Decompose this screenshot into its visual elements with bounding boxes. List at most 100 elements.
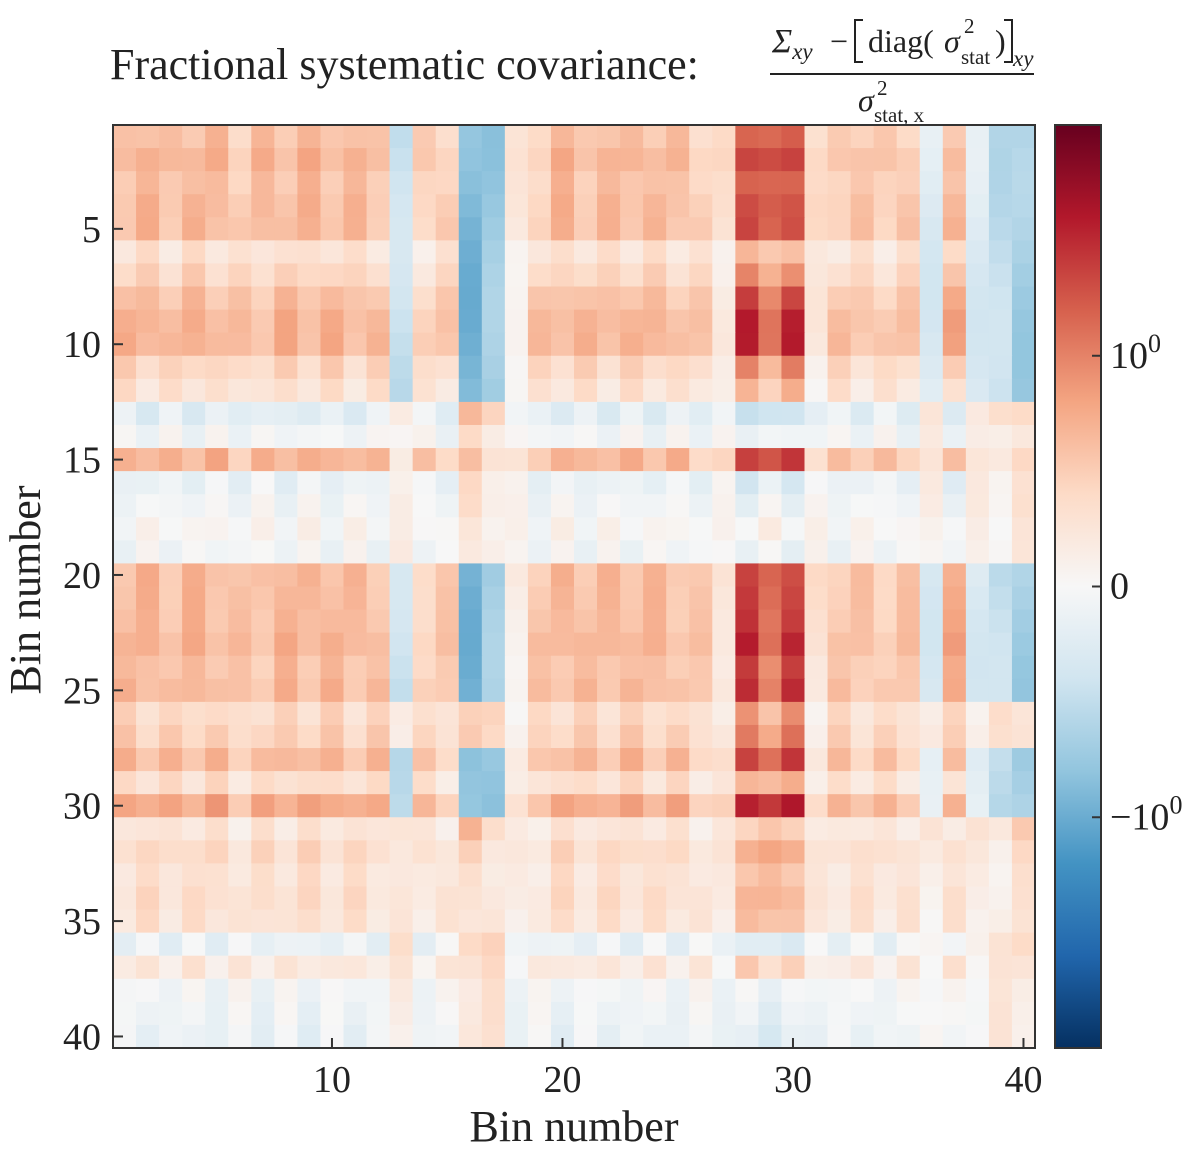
heatmap-cell — [620, 771, 644, 795]
heatmap-cell — [735, 701, 759, 726]
heatmap-cell — [136, 724, 160, 749]
heatmap-cell — [896, 794, 921, 818]
heatmap-cell — [712, 401, 736, 426]
heatmap-cell — [550, 240, 575, 265]
heatmap-cell — [113, 171, 137, 195]
heatmap-cell — [804, 540, 829, 565]
heatmap-cell — [827, 978, 852, 1003]
heatmap-cell — [574, 932, 598, 957]
heatmap-cell — [758, 794, 783, 818]
heatmap-cell — [597, 955, 621, 980]
heatmap-cell — [159, 194, 183, 218]
heatmap-cell — [389, 794, 414, 818]
heatmap-cell — [136, 355, 160, 380]
heatmap-cell — [735, 263, 759, 288]
heatmap-cell — [1011, 886, 1036, 911]
heatmap-cell — [1011, 840, 1036, 864]
heatmap-cell — [228, 771, 252, 795]
heatmap-cell — [781, 263, 806, 288]
heatmap-cell — [297, 748, 322, 772]
heatmap-cell — [896, 286, 921, 311]
heatmap-cell — [205, 563, 229, 588]
heatmap-cell — [228, 217, 252, 241]
heatmap-cell — [919, 448, 944, 472]
heatmap-cell — [896, 955, 921, 980]
heatmap-cell — [988, 309, 1013, 334]
heatmap-cell — [504, 586, 529, 611]
heatmap-cell — [320, 771, 345, 795]
plot-frame — [112, 124, 1036, 1049]
heatmap-cell — [712, 586, 736, 611]
heatmap-cell — [1011, 724, 1036, 749]
heatmap-cell — [113, 309, 137, 334]
heatmap-cell — [781, 817, 806, 841]
heatmap-cell — [850, 794, 875, 818]
heatmap-cell — [919, 401, 944, 426]
heatmap-cell — [182, 494, 206, 518]
heatmap-cell — [988, 194, 1013, 218]
heatmap-cell — [850, 448, 875, 472]
heatmap-cell — [481, 286, 506, 311]
heatmap-cell — [366, 517, 391, 541]
heatmap-cell — [389, 125, 414, 149]
heatmap-cell — [159, 286, 183, 311]
heatmap-cell — [228, 194, 252, 218]
heatmap-cell — [251, 748, 275, 772]
heatmap-cell — [343, 286, 368, 311]
heatmap-cell — [781, 886, 806, 911]
heatmap-cell — [159, 955, 183, 980]
heatmap-cell — [873, 978, 898, 1003]
heatmap-cell — [481, 955, 506, 980]
heatmap-cell — [712, 909, 736, 934]
heatmap-cell — [574, 655, 598, 680]
heatmap-cell — [758, 217, 783, 241]
heatmap-cell — [919, 932, 944, 957]
heatmap-cell — [136, 655, 160, 680]
heatmap-cell — [458, 494, 483, 518]
heatmap-cell — [458, 724, 483, 749]
heatmap-cell — [942, 563, 967, 588]
heatmap-cell — [435, 794, 460, 818]
heatmap-cell — [620, 540, 644, 565]
heatmap-cell — [458, 563, 483, 588]
heatmap-cell — [873, 540, 898, 565]
heatmap-cell — [320, 609, 345, 634]
heatmap-cell — [297, 194, 322, 218]
heatmap-cell — [274, 332, 298, 357]
heatmap-cell — [689, 863, 713, 888]
heatmap-cell — [919, 171, 944, 195]
heatmap-cell — [620, 148, 644, 172]
heatmap-cell — [527, 955, 552, 980]
heatmap-cell — [366, 286, 391, 311]
heatmap-cell — [435, 355, 460, 380]
heatmap-cell — [297, 309, 322, 334]
heatmap-cell — [435, 171, 460, 195]
heatmap-cell — [919, 471, 944, 495]
heatmap-cell — [942, 678, 967, 703]
heatmap-cell — [666, 263, 690, 288]
heatmap-cell — [988, 840, 1013, 864]
heatmap-cell — [550, 217, 575, 241]
heatmap-cell — [343, 309, 368, 334]
heatmap-cell — [735, 424, 759, 449]
heatmap-cell — [412, 286, 437, 311]
heatmap-cell — [297, 978, 322, 1003]
heatmap-cell — [297, 909, 322, 934]
heatmap-cell — [689, 1024, 713, 1049]
heatmap-cell — [159, 771, 183, 795]
heatmap-cell — [735, 448, 759, 472]
heatmap-cell — [228, 1001, 252, 1026]
heatmap-cell — [504, 771, 529, 795]
heatmap-cell — [205, 978, 229, 1003]
heatmap-cell — [827, 794, 852, 818]
heatmap-cell — [366, 886, 391, 911]
heatmap-cell — [205, 424, 229, 449]
heatmap-cell — [205, 286, 229, 311]
heatmap-cell — [735, 309, 759, 334]
heatmap-cell — [620, 263, 644, 288]
heatmap-cell — [389, 194, 414, 218]
heatmap-cell — [873, 171, 898, 195]
heatmap-cell — [988, 678, 1013, 703]
heatmap-cell — [343, 424, 368, 449]
heatmap-cell — [458, 517, 483, 541]
